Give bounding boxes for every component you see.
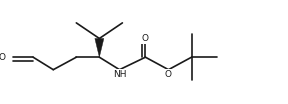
Text: O: O [0, 53, 6, 62]
Text: O: O [165, 70, 172, 79]
Text: O: O [142, 34, 149, 43]
Polygon shape [95, 38, 104, 57]
Text: NH: NH [113, 70, 126, 79]
